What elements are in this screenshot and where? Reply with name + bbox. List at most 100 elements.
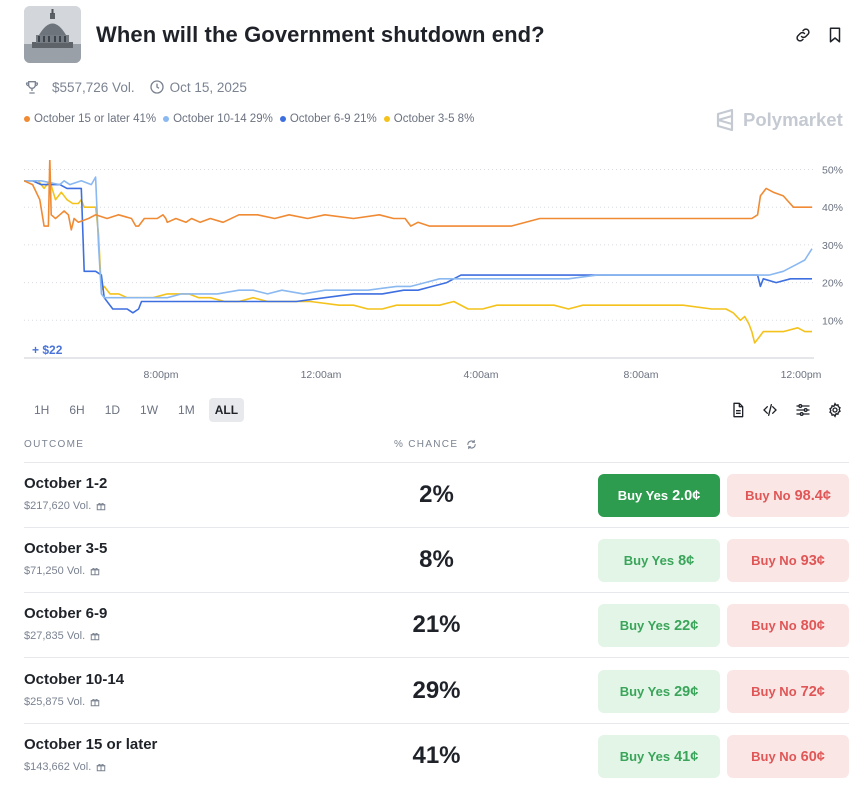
y-tick-label: 30% xyxy=(822,240,843,252)
outcome-volume-value: $217,620 Vol. xyxy=(24,500,92,512)
buy-no-price: 72¢ xyxy=(800,683,825,700)
legend-item: October 15 or later 41% xyxy=(24,113,156,125)
gift-icon xyxy=(90,699,100,707)
outcome-table-header: OUTCOME % CHANCE xyxy=(24,439,849,463)
outcome-name: October 6-9 xyxy=(24,605,108,622)
legend-dot xyxy=(24,116,30,122)
y-tick-label: 40% xyxy=(822,202,843,214)
buy-yes-button[interactable]: Buy Yes 41¢ xyxy=(598,735,720,778)
gift-icon xyxy=(97,503,106,511)
outcome-row[interactable]: October 1-2 $217,620 Vol. 2% Buy Yes 2.0¢ Buy… xyxy=(24,463,849,528)
refresh-icon[interactable] xyxy=(466,439,477,450)
range-1m[interactable]: 1M xyxy=(178,403,195,417)
buy-no-button[interactable]: Buy No 98.4¢ xyxy=(727,474,849,517)
buy-yes-button[interactable]: Buy Yes 22¢ xyxy=(598,604,720,647)
x-tick-label: 12:00pm xyxy=(781,369,822,381)
legend-label: October 10-14 29% xyxy=(173,113,273,125)
range-all[interactable]: ALL xyxy=(208,398,245,422)
buy-yes-price: 29¢ xyxy=(674,683,699,700)
legend-label: October 15 or later 41% xyxy=(34,113,157,125)
bookmark-icon[interactable] xyxy=(826,26,844,44)
legend-item: October 10-14 29% xyxy=(163,113,273,125)
x-tick-label: 12:00am xyxy=(301,369,342,381)
buy-yes-button[interactable]: Buy Yes 29¢ xyxy=(598,670,720,713)
x-tick-label: 8:00am xyxy=(623,369,658,381)
outcome-volume: $25,875 Vol. xyxy=(24,696,100,708)
x-tick-label: 4:00am xyxy=(463,369,498,381)
outcome-volume-value: $25,875 Vol. xyxy=(24,696,86,708)
outcome-volume-value: $27,835 Vol. xyxy=(24,630,86,642)
buy-no-button[interactable]: Buy No 80¢ xyxy=(727,604,849,647)
buy-no-price: 93¢ xyxy=(800,552,825,569)
buy-no-price: 98.4¢ xyxy=(794,487,831,504)
outcome-row[interactable]: October 15 or later $143,662 Vol. 41% Buy Y… xyxy=(24,724,849,789)
polymarket-brand: Polymarket xyxy=(715,109,843,131)
buy-no-price: 80¢ xyxy=(800,617,825,634)
outcome-volume-value: $143,662 Vol. xyxy=(24,761,92,773)
buy-yes-price: 2.0¢ xyxy=(672,487,701,504)
buy-yes-price: 41¢ xyxy=(674,748,699,765)
probability-chart[interactable]: 50% 40% 30% 20% 10% 8:00pm 12:00am 4:00am 8:00am… xyxy=(24,160,849,385)
buy-no-price: 60¢ xyxy=(800,748,825,765)
buy-yes-label: Buy Yes xyxy=(617,488,669,503)
series-line xyxy=(24,176,813,299)
outcome-column-header: OUTCOME xyxy=(24,439,85,450)
outcome-volume: $217,620 Vol. xyxy=(24,500,106,512)
buy-no-label: Buy No xyxy=(751,553,797,568)
legend-label: October 6-9 21% xyxy=(289,113,377,125)
gift-icon xyxy=(90,568,100,576)
range-6h[interactable]: 6H xyxy=(69,403,85,417)
buy-yes-label: Buy Yes xyxy=(623,553,675,568)
buy-no-button[interactable]: Buy No 93¢ xyxy=(727,539,849,582)
chance-column-header: % CHANCE xyxy=(394,439,477,450)
buy-yes-label: Buy Yes xyxy=(619,684,671,699)
legend-dot xyxy=(279,116,286,122)
buy-yes-button[interactable]: Buy Yes 8¢ xyxy=(598,539,720,582)
outcome-name: October 10-14 xyxy=(24,671,125,688)
polymarket-logo-icon xyxy=(716,109,734,131)
outcome-chance: 21% xyxy=(412,611,461,638)
range-1d[interactable]: 1D xyxy=(104,403,121,417)
buy-no-button[interactable]: Buy No 72¢ xyxy=(727,670,849,713)
series-line xyxy=(24,180,812,344)
range-1w[interactable]: 1W xyxy=(140,403,159,417)
trophy-icon xyxy=(25,81,39,94)
outcome-volume: $71,250 Vol. xyxy=(24,565,100,577)
market-volume: $557,726 Vol. xyxy=(52,79,135,95)
outcome-chance: 8% xyxy=(419,546,454,573)
outcome-name: October 15 or later xyxy=(24,736,158,753)
buy-yes-label: Buy Yes xyxy=(619,618,671,633)
outcome-volume: $143,662 Vol. xyxy=(24,761,106,773)
range-1h[interactable]: 1H xyxy=(34,403,50,417)
legend-item: October 3-5 8% xyxy=(383,113,475,125)
legend-item: October 6-9 21% xyxy=(279,113,377,125)
buy-no-button[interactable]: Buy No 60¢ xyxy=(727,735,849,778)
buy-yes-price: 22¢ xyxy=(674,617,699,634)
outcome-name: October 1-2 xyxy=(24,475,108,492)
buy-yes-label: Buy Yes xyxy=(619,749,671,764)
legend-dot xyxy=(163,116,170,122)
outcome-chance: 29% xyxy=(412,677,461,704)
outcome-volume: $27,835 Vol. xyxy=(24,630,100,642)
buy-yes-button[interactable]: Buy Yes 2.0¢ xyxy=(598,474,720,517)
series-line xyxy=(24,180,812,314)
link-icon[interactable] xyxy=(794,26,812,44)
x-tick-label: 8:00pm xyxy=(143,369,178,381)
time-range-selector: 1H 6H 1D 1W 1M ALL xyxy=(28,398,252,422)
embed-code-icon[interactable] xyxy=(762,402,778,418)
settings-gear-icon[interactable] xyxy=(827,402,843,418)
buy-no-label: Buy No xyxy=(751,749,797,764)
clock-icon xyxy=(149,80,164,94)
market-header: When will the Government shutdown end? xyxy=(24,6,844,64)
buy-yes-price: 8¢ xyxy=(678,552,695,569)
y-tick-label: 20% xyxy=(822,278,843,290)
legend-label: October 3-5 8% xyxy=(393,113,475,125)
gift-icon xyxy=(90,633,100,641)
outcome-row[interactable]: October 6-9 $27,835 Vol. 21% Buy Yes 22¢ Buy … xyxy=(24,593,849,658)
document-icon[interactable] xyxy=(730,402,746,418)
y-tick-label: 10% xyxy=(822,315,843,327)
sliders-icon[interactable] xyxy=(795,402,811,418)
outcome-row[interactable]: October 10-14 $25,875 Vol. 29% Buy Yes 29¢ Bu… xyxy=(24,659,849,724)
outcome-row[interactable]: October 3-5 $71,250 Vol. 8% Buy Yes 8¢ Buy No… xyxy=(24,528,849,593)
gift-icon xyxy=(97,764,106,772)
